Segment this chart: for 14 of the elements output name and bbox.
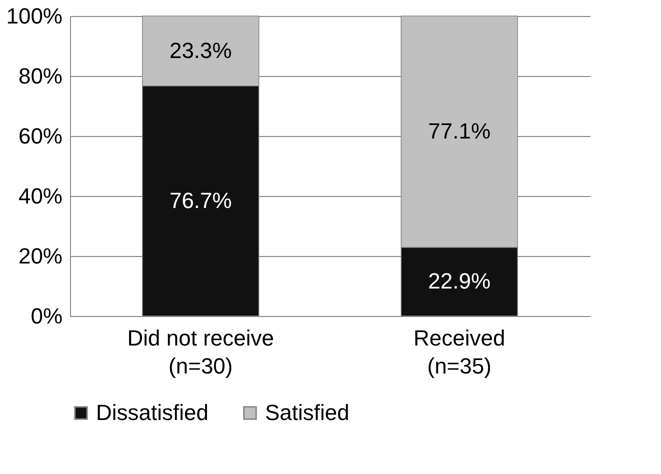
y-tick-label: 0% — [30, 304, 62, 328]
data-label: 76.7% — [169, 188, 232, 213]
x-tick-label: Did not receive (n=30) — [127, 326, 274, 378]
y-tick-label: 40% — [18, 184, 62, 208]
y-tick-label: 80% — [18, 64, 62, 88]
y-tick-label: 60% — [18, 124, 62, 148]
data-label: 77.1% — [428, 118, 491, 144]
legend-label: Satisfied — [265, 400, 350, 425]
y-tick-label: 100% — [6, 4, 62, 28]
x-tick-label: Received (n=35) — [413, 326, 506, 378]
data-label: 23.3% — [169, 38, 232, 63]
legend-label: Dissatisfied — [96, 400, 208, 425]
y-tick-label: 20% — [18, 244, 62, 268]
data-label: 22.9% — [428, 268, 491, 294]
